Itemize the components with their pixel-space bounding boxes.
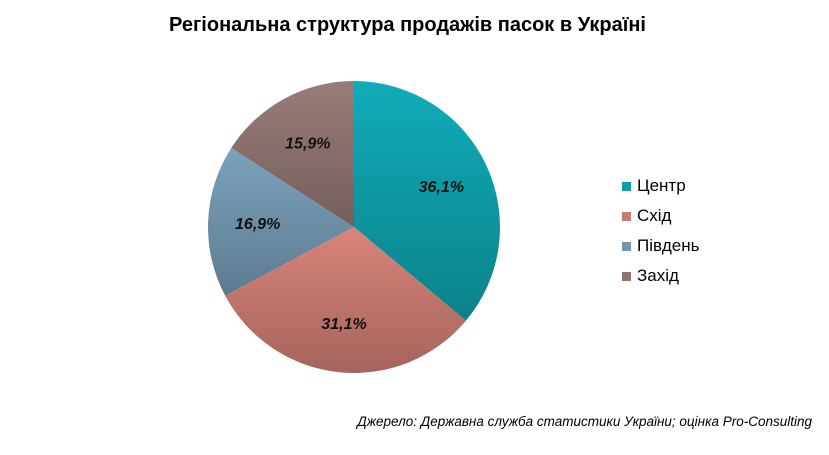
data-label-center: 36,1% [419, 179, 464, 196]
pie-slice-south [208, 147, 354, 296]
legend: Центр Схід Південь Захід [622, 171, 699, 291]
source-note: Джерело: Державна служба статистики Укра… [357, 414, 812, 429]
legend-item-south: Південь [622, 231, 699, 261]
legend-item-west: Захід [622, 261, 699, 291]
pie-slice-west [231, 81, 354, 227]
legend-label-south: Південь [637, 236, 700, 255]
data-label-south: 16,9% [235, 216, 280, 233]
legend-label-west: Захід [637, 266, 679, 285]
legend-label-east: Схід [637, 206, 672, 225]
legend-label-center: Центр [637, 176, 686, 195]
legend-swatch-center [622, 181, 631, 191]
legend-swatch-south [622, 241, 631, 251]
legend-item-center: Центр [622, 171, 699, 201]
legend-swatch-west [622, 271, 631, 281]
pie-slice-east [225, 227, 466, 373]
legend-item-east: Схід [622, 201, 699, 231]
data-label-east: 31,1% [321, 316, 366, 333]
chart-title: Регіональна структура продажів пасок в У… [169, 14, 646, 36]
data-label-west: 15,9% [285, 135, 330, 152]
legend-swatch-east [622, 211, 631, 221]
pie-slice-center [354, 81, 501, 321]
